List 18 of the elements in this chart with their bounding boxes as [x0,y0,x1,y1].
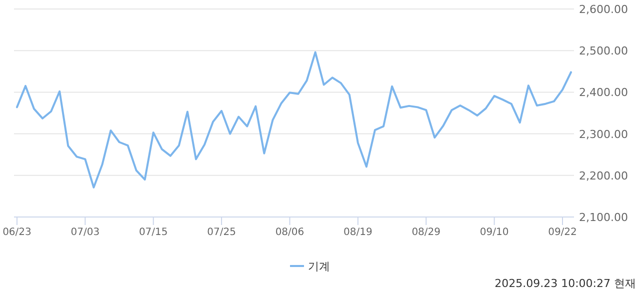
x-tick-label: 07/15 [138,227,168,238]
line-series [16,51,572,188]
x-tick-label: 08/29 [412,227,441,238]
x-tick-label: 08/06 [275,227,304,238]
y-tick-label: 2,300.00 [579,128,628,141]
x-tick-label: 08/19 [344,227,372,238]
x-tick-label: 07/25 [207,227,236,238]
text: 2025.09.23 10:00:27 현재 [494,277,636,290]
x-tick-label: 06/23 [2,227,32,238]
y-tick-label: 2,200.00 [579,169,628,182]
y-tick-label: 2,100.00 [579,211,628,224]
y-tick-label: 2,500.00 [579,44,628,58]
legend-label: 기계 [308,260,330,273]
y-tick-label: 2,400.00 [579,86,628,100]
y-tick-label: 2,600.00 [579,3,628,16]
x-tick-label: 09/22 [548,227,577,238]
x-tick-label: 09/10 [480,227,509,238]
x-tick-label: 07/03 [70,227,100,238]
